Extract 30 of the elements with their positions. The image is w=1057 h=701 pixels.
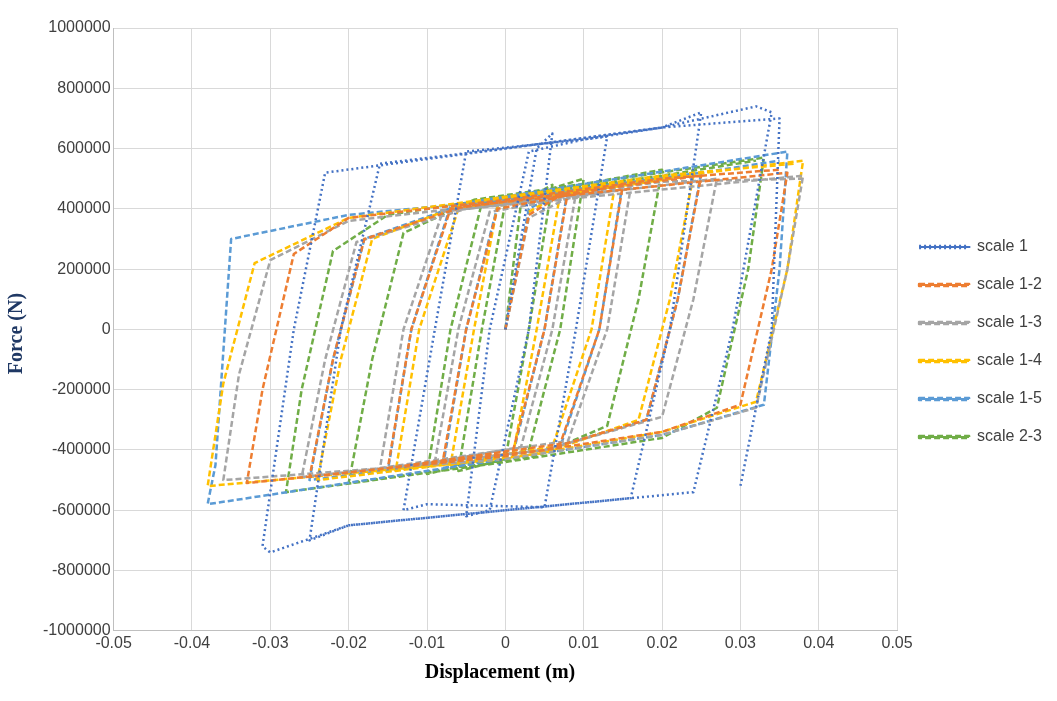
- y-tick-label: 0: [101, 319, 111, 337]
- legend-label: scale 2-3: [977, 427, 1043, 445]
- x-tick-label: -0.02: [330, 633, 367, 651]
- x-tick-label: -0.03: [252, 633, 289, 651]
- legend-label: scale 1-4: [977, 351, 1043, 369]
- y-tick-label: -600000: [51, 500, 111, 518]
- x-tick-label: 0.04: [803, 633, 835, 651]
- legend-label: scale 1-3: [977, 313, 1043, 331]
- y-tick-label: -200000: [51, 380, 111, 398]
- x-tick-label: 0.01: [568, 633, 600, 651]
- y-tick-label: 600000: [57, 138, 111, 156]
- y-tick-label: -400000: [51, 440, 111, 458]
- y-tick-label: 400000: [57, 199, 111, 217]
- legend-label: scale 1: [977, 237, 1028, 255]
- line-series: [284, 156, 766, 494]
- x-tick-label: 0.05: [881, 633, 913, 651]
- legend-label: scale 1-2: [977, 275, 1043, 293]
- y-axis-title: Force (N): [3, 291, 27, 377]
- x-tick-label: -0.04: [173, 633, 211, 651]
- legend-label: scale 1-5: [977, 389, 1043, 407]
- y-tick-label: 800000: [57, 78, 111, 96]
- y-tick-label: 1000000: [48, 18, 111, 36]
- y-tick-label: -800000: [51, 560, 111, 578]
- x-tick-label: 0.03: [724, 633, 757, 651]
- x-tick-label: 0: [500, 633, 510, 651]
- y-tick-label: 200000: [57, 259, 111, 277]
- x-axis-title: Displacement (m): [423, 660, 577, 683]
- x-tick-label: 0.02: [646, 633, 678, 651]
- line-series: [261, 105, 781, 554]
- x-tick-label: -0.01: [408, 633, 446, 651]
